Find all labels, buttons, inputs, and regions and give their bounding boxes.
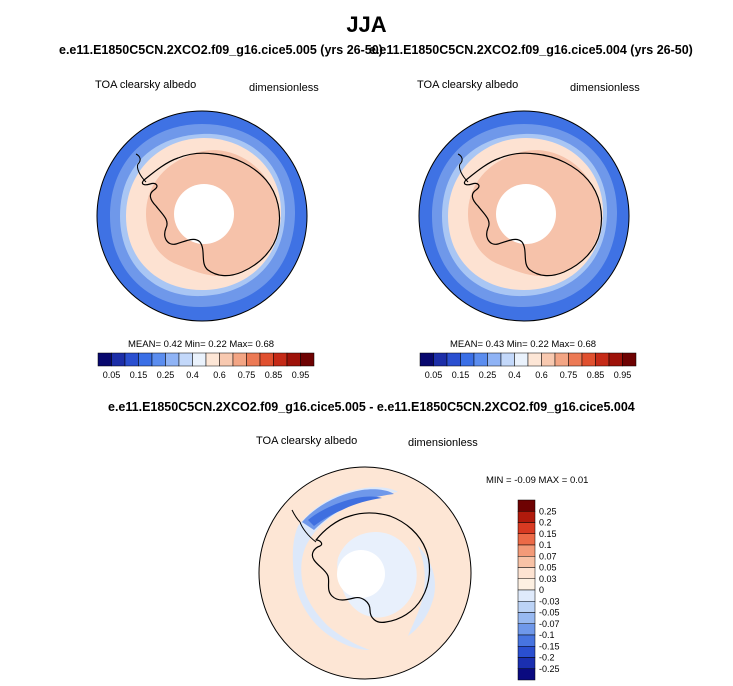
- right-colorbar-tick-label: 0.15: [452, 370, 470, 380]
- right-colorbar-swatch-9: [541, 352, 556, 367]
- left-colorbar-swatch-3: [138, 352, 153, 367]
- diff-colorbar-swatch-7: [517, 578, 536, 591]
- right-colorbar-swatch-8: [527, 352, 542, 367]
- right-polar-map: [418, 110, 630, 322]
- left-colorbar-swatch-9: [219, 352, 234, 367]
- left-colorbar-swatch-15: [300, 352, 315, 367]
- diff-colorbar-swatch-9: [517, 601, 536, 613]
- right-colorbar-swatch-15: [622, 352, 637, 367]
- diff-stats: MIN = -0.09 MAX = 0.01: [486, 475, 589, 486]
- left-colorbar-swatch-10: [232, 352, 247, 367]
- diff-colorbar-tick-label: 0: [539, 585, 544, 595]
- diff-colorbar-tick-label: 0.15: [539, 529, 557, 539]
- diff-colorbar-swatch-3: [517, 533, 536, 546]
- right-colorbar-tick-label: 0.25: [479, 370, 497, 380]
- left-colorbar-swatch-11: [246, 352, 261, 367]
- diff-colorbar-tick-label: 0.03: [539, 574, 557, 584]
- left-colorbar-swatch-14: [286, 352, 301, 367]
- left-colorbar-tick-label: 0.75: [238, 370, 256, 380]
- diff-colorbar-tick-label: -0.1: [539, 630, 555, 640]
- diff-colorbar-swatch-12: [517, 634, 536, 647]
- diff-colorbar-swatch-5: [517, 556, 536, 568]
- diff-colorbar-tick-label: -0.15: [539, 641, 560, 651]
- diff-colorbar-tick-label: 0.1: [539, 540, 552, 550]
- right-stats: MEAN= 0.43 Min= 0.22 Max= 0.68: [450, 339, 597, 350]
- right-colorbar-swatch-10: [554, 352, 569, 367]
- diff-colorbar-swatch-1: [517, 511, 536, 523]
- right-colorbar-tick-label: 0.4: [508, 370, 521, 380]
- left-colorbar-swatch-7: [192, 352, 207, 367]
- right-colorbar-swatch-3: [460, 352, 475, 367]
- diff-colorbar-tick-label: -0.05: [539, 608, 560, 618]
- diff-colorbar-tick-label: 0.2: [539, 518, 552, 528]
- right-colorbar-tick-label: 0.85: [587, 370, 605, 380]
- left-colorbar-tick-label: 0.6: [213, 370, 226, 380]
- right-colorbar-swatch-11: [568, 352, 583, 367]
- left-units-label: dimensionless: [249, 82, 319, 94]
- diff-variable-label: TOA clearsky albedo: [256, 435, 358, 447]
- left-variable-label: TOA clearsky albedo: [95, 79, 197, 91]
- left-colorbar-tick-label: 0.05: [103, 370, 121, 380]
- left-case-title: e.e11.E1850C5CN.2XCO2.f09_g16.cice5.005 …: [59, 43, 383, 57]
- right-colorbar-swatch-2: [446, 352, 461, 367]
- diff-colorbar-tick-label: -0.25: [539, 664, 560, 674]
- left-colorbar: 0.05 0.15 0.25 0.4 0.6 0.75 0.85 0.95: [97, 352, 315, 380]
- diff-colorbar-swatch-4: [517, 544, 536, 557]
- diff-colorbar-swatch-8: [517, 589, 536, 602]
- left-colorbar-swatch-4: [151, 352, 166, 367]
- diff-case-title: e.e11.E1850C5CN.2XCO2.f09_g16.cice5.005 …: [108, 400, 635, 414]
- diff-colorbar-swatch-11: [517, 623, 536, 636]
- left-colorbar-swatch-13: [273, 352, 288, 367]
- left-colorbar-tick-label: 0.85: [265, 370, 283, 380]
- left-colorbar-tick-label: 0.95: [292, 370, 310, 380]
- diff-colorbar-tick-label: 0.05: [539, 563, 557, 573]
- left-stats: MEAN= 0.42 Min= 0.22 Max= 0.68: [128, 339, 275, 350]
- right-units-label: dimensionless: [570, 82, 640, 94]
- left-colorbar-swatch-1: [111, 352, 126, 367]
- left-colorbar-swatch-6: [178, 352, 193, 367]
- diff-colorbar-tick-label: -0.03: [539, 596, 560, 606]
- diff-colorbar-swatch-0: [517, 499, 536, 512]
- left-colorbar-tick-label: 0.25: [157, 370, 175, 380]
- right-colorbar-tick-label: 0.75: [560, 370, 578, 380]
- right-colorbar-swatch-7: [514, 352, 529, 367]
- diff-colorbar-swatch-6: [517, 567, 536, 579]
- diff-colorbar-tick-label: -0.2: [539, 653, 555, 663]
- diff-colorbar-swatch-13: [517, 646, 536, 658]
- left-colorbar-swatch-8: [205, 352, 220, 367]
- right-case-title: e.e11.E1850C5CN.2XCO2.f09_g16.cice5.004 …: [369, 43, 693, 57]
- diff-colorbar-swatch-2: [517, 522, 536, 534]
- right-colorbar-swatch-14: [608, 352, 623, 367]
- right-colorbar-tick-label: 0.95: [614, 370, 632, 380]
- page-title: JJA: [346, 12, 387, 37]
- diff-colorbar: 0.250.20.150.10.070.050.030-0.03-0.05-0.…: [517, 499, 560, 681]
- right-colorbar: 0.05 0.15 0.25 0.4 0.6 0.75 0.85 0.95: [419, 352, 637, 380]
- left-colorbar-tick-label: 0.15: [130, 370, 148, 380]
- left-polar-map: [96, 110, 308, 322]
- diff-colorbar-swatch-14: [517, 657, 536, 669]
- right-colorbar-tick-label: 0.6: [535, 370, 548, 380]
- diff-colorbar-tick-label: 0.25: [539, 506, 557, 516]
- left-colorbar-tick-label: 0.4: [186, 370, 199, 380]
- right-colorbar-swatch-0: [419, 352, 434, 367]
- diff-colorbar-swatch-15: [517, 668, 536, 681]
- diff-colorbar-tick-label: 0.07: [539, 551, 557, 561]
- right-colorbar-swatch-5: [487, 352, 502, 367]
- right-colorbar-swatch-6: [500, 352, 515, 367]
- right-colorbar-swatch-1: [433, 352, 448, 367]
- left-colorbar-swatch-5: [165, 352, 180, 367]
- right-colorbar-swatch-13: [595, 352, 610, 367]
- left-colorbar-swatch-2: [124, 352, 139, 367]
- diff-colorbar-tick-label: -0.07: [539, 619, 560, 629]
- diff-units-label: dimensionless: [408, 437, 478, 449]
- diff-polar-map: [258, 466, 472, 680]
- left-colorbar-swatch-0: [97, 352, 112, 367]
- diff-colorbar-swatch-10: [517, 612, 536, 624]
- right-colorbar-swatch-4: [473, 352, 488, 367]
- left-colorbar-swatch-12: [259, 352, 274, 367]
- right-colorbar-tick-label: 0.05: [425, 370, 443, 380]
- right-colorbar-swatch-12: [581, 352, 596, 367]
- right-variable-label: TOA clearsky albedo: [417, 79, 519, 91]
